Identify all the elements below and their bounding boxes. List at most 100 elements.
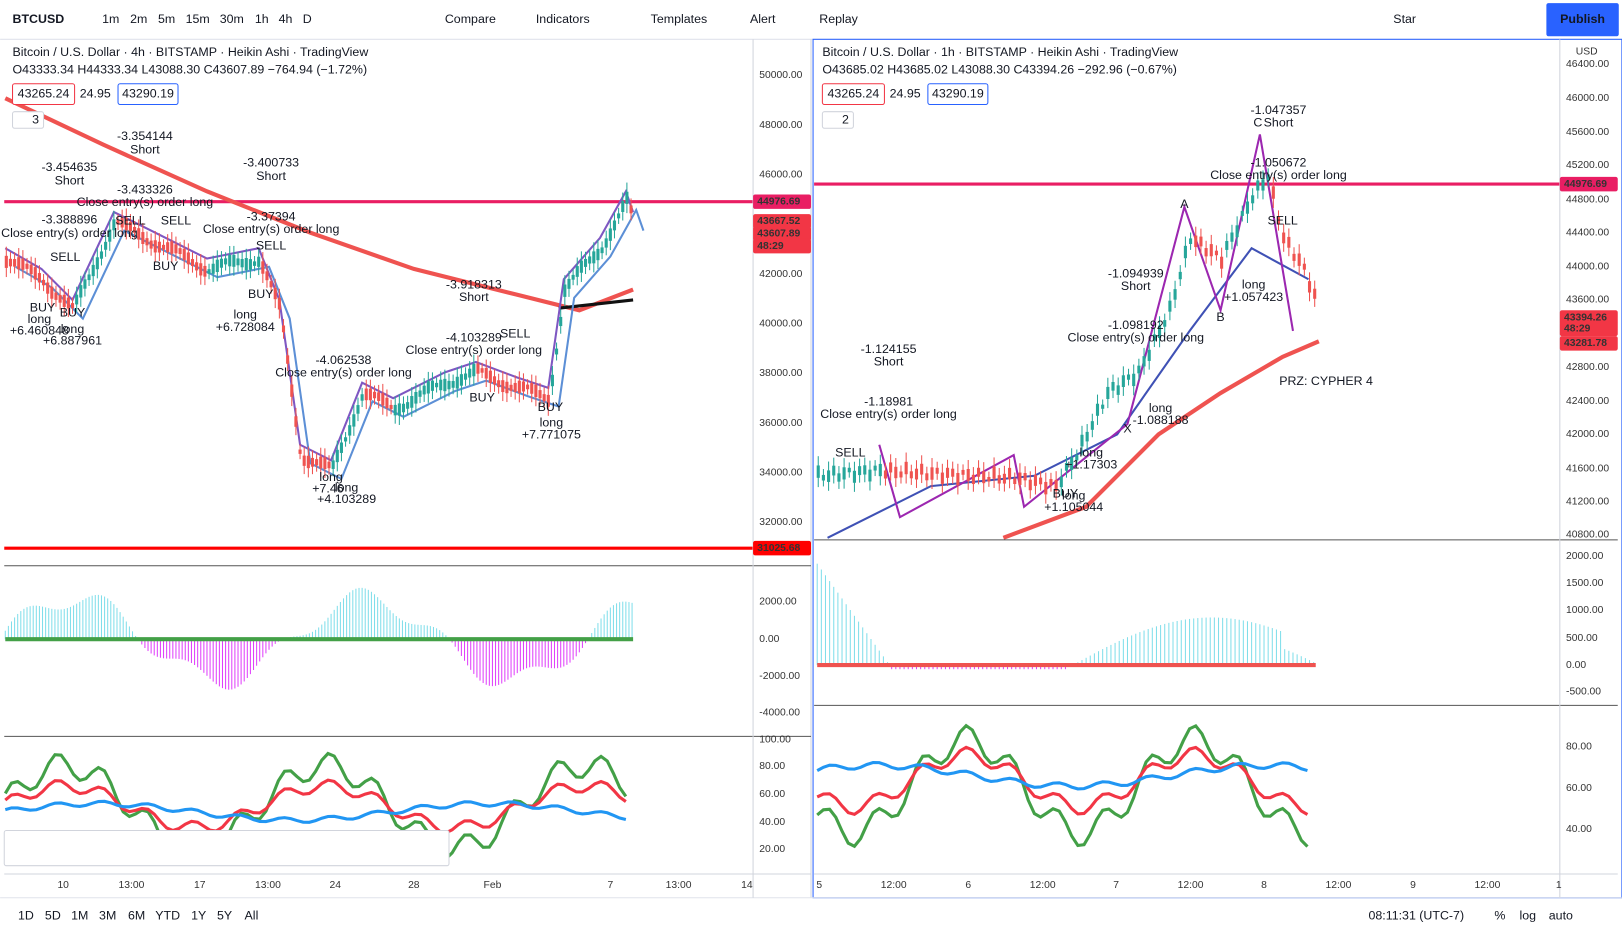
candle	[1220, 256, 1224, 269]
candle	[319, 456, 323, 469]
toolbar-button[interactable]: Compare	[445, 12, 496, 26]
price-tag	[753, 540, 811, 556]
candle	[21, 258, 25, 270]
range-button[interactable]: All	[245, 909, 259, 923]
annotation: long	[234, 308, 258, 322]
candle	[46, 282, 50, 294]
candle	[899, 471, 903, 478]
bid-box	[12, 83, 76, 105]
candle	[244, 258, 248, 271]
interval-button[interactable]: 4h	[279, 12, 293, 26]
chart-title: Bitcoin / U.S. Dollar · 4h · BITSTAMP · …	[13, 45, 369, 59]
candle	[182, 248, 186, 261]
stoch-line	[816, 745, 1309, 817]
candle	[1126, 374, 1131, 380]
interval-button[interactable]: D	[303, 12, 312, 26]
annotation: Close entry(s) order long	[820, 407, 957, 421]
candle	[302, 455, 306, 466]
candle	[1152, 334, 1156, 341]
candle	[265, 271, 269, 281]
publish-button[interactable]: Publish	[1560, 12, 1605, 26]
price-tag	[1559, 321, 1618, 337]
price-tag	[753, 238, 811, 254]
indicator-count[interactable]: 3	[32, 112, 39, 126]
candle	[133, 226, 137, 233]
candle	[542, 394, 546, 402]
toolbar-button[interactable]: Replay	[819, 12, 858, 26]
annotation: -3.400733	[243, 156, 299, 170]
candle	[1261, 179, 1265, 191]
layout-name[interactable]: Star	[1393, 12, 1416, 26]
candle	[858, 466, 862, 476]
range-button[interactable]: 5D	[45, 909, 61, 923]
indicator-line	[827, 246, 1309, 539]
candle	[4, 255, 8, 268]
price-tag-label: 43281.78	[1564, 338, 1607, 349]
stoch-tick: 80.00	[1566, 741, 1592, 752]
candle	[883, 470, 888, 479]
candle	[418, 390, 422, 397]
drawing-toolbar	[3, 830, 450, 867]
range-button[interactable]: 1M	[71, 909, 88, 923]
stoch-tick: 60.00	[1566, 783, 1592, 794]
range-button[interactable]: 1Y	[191, 909, 206, 923]
scale-option[interactable]: log	[1519, 909, 1536, 923]
candle	[1307, 281, 1312, 293]
interval-button[interactable]: 30m	[220, 12, 244, 26]
symbol[interactable]: BTCUSD	[13, 12, 65, 26]
osc-tick: -500.00	[1566, 687, 1601, 698]
toolbar-button[interactable]: Templates	[651, 12, 708, 26]
candle	[368, 388, 372, 401]
candle	[190, 259, 195, 267]
candle	[546, 394, 550, 407]
candle	[116, 219, 120, 225]
stoch-tick: 100.00	[759, 734, 791, 745]
annotation: Short	[130, 142, 160, 156]
range-button[interactable]: 3M	[99, 909, 116, 923]
range-button[interactable]: 1D	[18, 909, 34, 923]
toolbar-button[interactable]: Alert	[750, 12, 776, 26]
time-tick: 8	[1261, 880, 1267, 891]
annotation: -1.098192	[1108, 318, 1164, 332]
candle	[261, 261, 265, 274]
annotation: Short	[55, 173, 85, 187]
annotation: +7.771075	[522, 428, 581, 442]
indicator-count[interactable]: 2	[842, 112, 849, 126]
interval-button[interactable]: 15m	[186, 12, 210, 26]
candle	[1266, 174, 1270, 181]
annotation: Short	[256, 169, 286, 183]
candle	[1302, 263, 1306, 270]
price-tick: 46000.00	[1566, 93, 1609, 104]
scale-option[interactable]: auto	[1549, 909, 1573, 923]
annotation: Close entry(s) order long	[77, 195, 214, 209]
toolbar-button[interactable]: Indicators	[536, 12, 590, 26]
annotation: +6.887961	[43, 334, 102, 348]
candle	[195, 262, 199, 271]
stoch-tick: 20.00	[759, 844, 785, 855]
range-button[interactable]: 6M	[128, 909, 145, 923]
interval-button[interactable]: 2m	[130, 12, 147, 26]
interval-button[interactable]: 5m	[158, 12, 175, 26]
price-tick: 44000.00	[1566, 262, 1609, 273]
annotation: -3.918313	[446, 278, 502, 292]
price-tick: 46400.00	[1566, 59, 1609, 70]
scale-option[interactable]: %	[1494, 909, 1505, 923]
interval-button[interactable]: 1h	[255, 12, 269, 26]
annotation: long	[28, 312, 52, 326]
range-button[interactable]: 5Y	[217, 909, 232, 923]
price-tag	[1559, 310, 1618, 325]
range-button[interactable]: YTD	[155, 909, 180, 923]
time-tick: 7	[1113, 880, 1119, 891]
price-tag-label: 43667.52	[757, 216, 800, 227]
candle	[331, 460, 335, 469]
price-tick: 42800.00	[1566, 362, 1609, 373]
candle	[935, 467, 939, 474]
candle	[513, 382, 517, 392]
interval-button[interactable]: 1m	[102, 12, 119, 26]
annotation: long	[319, 470, 343, 484]
bid-box	[821, 83, 885, 105]
ask-box	[927, 83, 989, 105]
candle	[571, 274, 575, 280]
candle	[439, 379, 443, 391]
publish-bg[interactable]	[1546, 3, 1619, 37]
